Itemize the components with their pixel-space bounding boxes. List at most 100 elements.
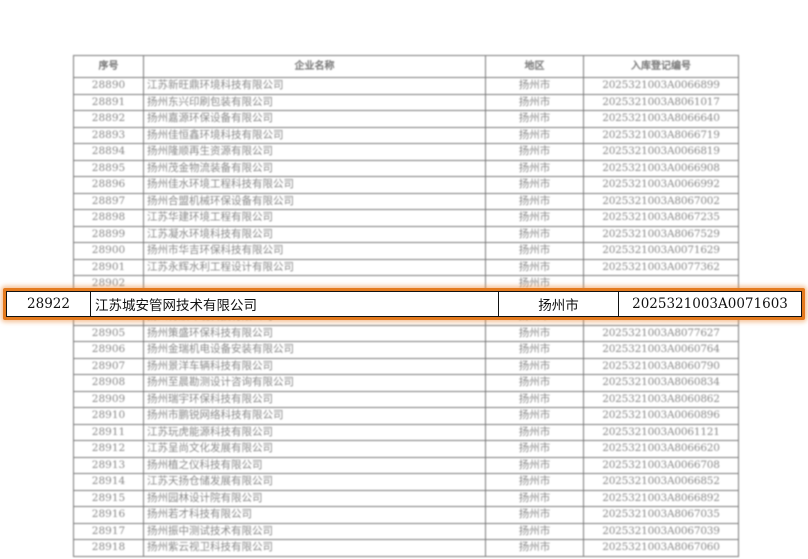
cell-company-name: 江苏华建环境工程有限公司 (143, 209, 486, 227)
cell-registration-code: 2025321003A8067002 (583, 192, 739, 210)
table-row: 28916 扬州若才科技有限公司 扬州市 2025321003A8067035 (73, 506, 739, 524)
cell-company-name: 江苏天扬仓储发展有限公司 (143, 473, 486, 491)
cell-region: 扬州市 (485, 390, 584, 408)
cell-company-name: 扬州若才科技有限公司 (143, 506, 486, 524)
cell-registration-code: 2025321003A0060764 (583, 341, 739, 359)
cell-seq: 28900 (73, 242, 144, 260)
cell-company-name: 江苏玩虎能源科技有限公司 (143, 423, 486, 441)
cell-region: 扬州市 (485, 159, 584, 177)
cell-company-name: 扬州园林设计院有限公司 (143, 489, 486, 507)
cell-company-name: 江苏呈尚文化发展有限公司 (143, 440, 486, 458)
cell-seq: 28915 (73, 489, 144, 507)
cell-company-name: 扬州市华吉环保科技有限公司 (143, 242, 486, 260)
cell-company-name: 扬州东兴印刷包装有限公司 (143, 93, 486, 111)
cell-company-name: 江苏凝水环境科技有限公司 (143, 225, 486, 243)
table-row: 28891 扬州东兴印刷包装有限公司 扬州市 2025321003A8061017 (73, 93, 739, 111)
cell-region: 扬州市 (485, 341, 584, 359)
cell-registration-code: 2025321003A8060834 (583, 374, 739, 392)
cell-seq: 28890 (73, 77, 144, 95)
cell-company-name: 扬州策盛环保科技有限公司 (143, 324, 486, 342)
cell-registration-code: 2025321003A8067035 (583, 506, 739, 524)
cell-region: 扬州市 (485, 506, 584, 524)
cell-company-name: 扬州紫云视卫科技有限公司 (143, 539, 486, 557)
cell-registration-code: 2025321003A8077627 (583, 324, 739, 342)
table-row: 28911 江苏玩虎能源科技有限公司 扬州市 2025321003A0061121 (73, 423, 739, 441)
cell-region: 扬州市 (485, 456, 584, 474)
cell-registration-code: 2025321003A0066899 (583, 77, 739, 95)
cell-registration-code: 2025321003A8067235 (583, 209, 739, 227)
table-row: 28896 扬州佳水环境工程科技有限公司 扬州市 2025321003A0066992 (73, 176, 739, 194)
cell-seq: 28894 (73, 143, 144, 161)
cell-registration-code: 2025321003A0066852 (583, 473, 739, 491)
cell-region: 扬州市 (485, 324, 584, 342)
table-row: 28912 江苏呈尚文化发展有限公司 扬州市 2025321003A8066620 (73, 440, 739, 458)
cell-region: 扬州市 (485, 489, 584, 507)
cell-region: 扬州市 (485, 225, 584, 243)
cell-region: 扬州市 (485, 407, 584, 425)
cell-region: 扬州市 (485, 126, 584, 144)
cell-seq: 28897 (73, 192, 144, 210)
header-company-name: 企业名称 (143, 55, 486, 78)
highlight-company-name: 江苏城安管网技术有限公司 (90, 291, 499, 317)
table-row: 28890 江苏新旺鼎环境科技有限公司 扬州市 2025321003A0066899 (73, 77, 739, 95)
cell-seq: 28908 (73, 374, 144, 392)
cell-seq: 28901 (73, 258, 144, 276)
cell-registration-code: 2025321003A8066620 (583, 440, 739, 458)
table-row: 28895 扬州茂金物流装备有限公司 扬州市 2025321003A0066908 (73, 159, 739, 177)
cell-company-name: 扬州茂金物流装备有限公司 (143, 159, 486, 177)
cell-registration-code: 2025321003A8061017 (583, 93, 739, 111)
cell-company-name: 扬州隆顺再生资源有限公司 (143, 143, 486, 161)
cell-seq: 28909 (73, 390, 144, 408)
cell-seq: 28913 (73, 456, 144, 474)
cell-company-name: 扬州佳恒鑫环境科技有限公司 (143, 126, 486, 144)
cell-company-name: 扬州金瑞机电设备安装有限公司 (143, 341, 486, 359)
table-row: 28913 扬州植之仪科技有限公司 扬州市 2025321003A0066708 (73, 456, 739, 474)
cell-seq: 28910 (73, 407, 144, 425)
table-row: 28917 扬州振中测试技术有限公司 扬州市 2025321003A0067039 (73, 522, 739, 540)
header-region: 地区 (485, 55, 584, 78)
table-header-row: 序号 企业名称 地区 入库登记编号 (73, 55, 739, 78)
table-row: 28892 扬州嘉源环保设备有限公司 扬州市 2025321003A8066640 (73, 110, 739, 128)
cell-registration-code: 2025321003A0077362 (583, 258, 739, 276)
cell-seq: 28912 (73, 440, 144, 458)
table-row: 28893 扬州佳恒鑫环境科技有限公司 扬州市 2025321003A8066719 (73, 126, 739, 144)
cell-registration-code: 2025321003A8066640 (583, 110, 739, 128)
cell-registration-code: 2025321003A8067529 (583, 225, 739, 243)
table-row: 28900 扬州市华吉环保科技有限公司 扬州市 2025321003A0071629 (73, 242, 739, 260)
cell-seq: 28914 (73, 473, 144, 491)
header-seq: 序号 (73, 55, 144, 78)
cell-region: 扬州市 (485, 176, 584, 194)
cell-region: 扬州市 (485, 473, 584, 491)
cell-region: 扬州市 (485, 143, 584, 161)
cell-company-name: 扬州振中测试技术有限公司 (143, 522, 486, 540)
cell-registration-code: 2025321003A0066992 (583, 176, 739, 194)
cell-region: 扬州市 (485, 258, 584, 276)
cell-company-name: 扬州瑞宇环保科技有限公司 (143, 390, 486, 408)
cell-seq: 28918 (73, 539, 144, 557)
cell-seq: 28896 (73, 176, 144, 194)
cell-region: 扬州市 (485, 77, 584, 95)
table-row: 28897 扬州合盟机械环保设备有限公司 扬州市 2025321003A8067002 (73, 192, 739, 210)
table-row: 28899 江苏凝水环境科技有限公司 扬州市 2025321003A8067529 (73, 225, 739, 243)
table-row: 28898 江苏华建环境工程有限公司 扬州市 2025321003A8067235 (73, 209, 739, 227)
cell-seq: 28907 (73, 357, 144, 375)
cell-registration-code: 2025321003A0060896 (583, 407, 739, 425)
table-row: 28894 扬州隆顺再生资源有限公司 扬州市 2025321003A0066819 (73, 143, 739, 161)
cell-region: 扬州市 (485, 192, 584, 210)
table-row: 28905 扬州策盛环保科技有限公司 扬州市 2025321003A8077627 (73, 324, 739, 342)
cell-seq: 28917 (73, 522, 144, 540)
cell-registration-code: 2025321003A8066719 (583, 126, 739, 144)
cell-region: 扬州市 (485, 110, 584, 128)
cell-company-name: 扬州植之仪科技有限公司 (143, 456, 486, 474)
highlight-seq: 28922 (6, 291, 91, 317)
cell-company-name: 扬州市鹏锐网络科技有限公司 (143, 407, 486, 425)
highlighted-row: 28922 江苏城安管网技术有限公司 扬州市 2025321003A007160… (3, 288, 805, 320)
cell-registration-code: 2025321003A8067060 (583, 539, 739, 557)
cell-registration-code: 2025321003A0066908 (583, 159, 739, 177)
cell-registration-code: 2025321003A0067039 (583, 522, 739, 540)
cell-registration-code: 2025321003A0071629 (583, 242, 739, 260)
cell-seq: 28906 (73, 341, 144, 359)
cell-registration-code: 2025321003A8060862 (583, 390, 739, 408)
cell-seq: 28899 (73, 225, 144, 243)
cell-seq: 28891 (73, 93, 144, 111)
